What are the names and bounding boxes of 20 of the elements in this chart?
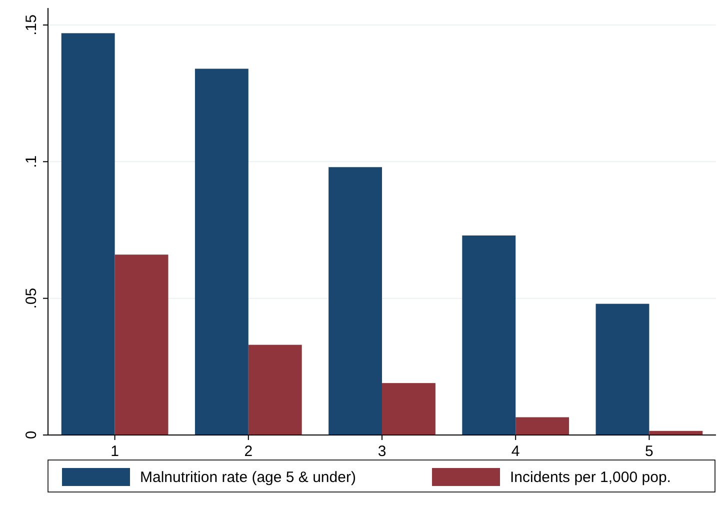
x-tick-label: 2	[244, 443, 253, 460]
y-tick-label: 0	[23, 430, 40, 440]
bar	[248, 344, 302, 435]
x-tick-label: 3	[378, 443, 386, 460]
bar	[516, 417, 570, 435]
bar	[114, 254, 168, 435]
bar	[596, 304, 650, 435]
x-tick-label: 4	[511, 443, 520, 460]
bar	[328, 167, 382, 435]
bar	[61, 33, 115, 435]
bar	[382, 383, 436, 435]
y-tick-label: .05	[23, 288, 40, 309]
bar	[462, 235, 516, 435]
y-tick-label: .1	[23, 155, 40, 168]
legend-label: Incidents per 1,000 pop.	[510, 469, 671, 486]
bar	[194, 68, 248, 435]
x-tick-label: 5	[645, 443, 654, 460]
y-tick-label: .15	[23, 14, 40, 36]
legend-label: Malnutrition rate (age 5 & under)	[140, 469, 356, 486]
x-tick-label: 1	[110, 443, 119, 460]
